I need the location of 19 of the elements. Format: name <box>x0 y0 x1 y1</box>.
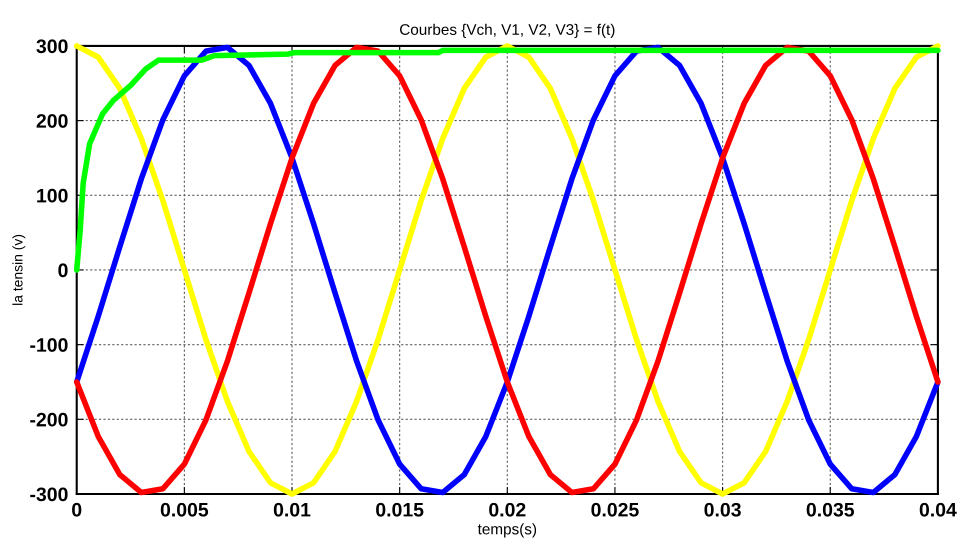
x-tick-label: 0.01 <box>274 502 310 517</box>
x-tick-label: 0.015 <box>376 502 424 517</box>
chart-title: Courbes {Vch, V1, V2, V3} = f(t) <box>400 24 614 38</box>
y-axis-title: la tensin (v) <box>12 234 26 305</box>
y-tick-label: -300 <box>30 487 68 502</box>
x-tick-label: 0 <box>72 502 82 517</box>
y-tick-label: 0 <box>58 263 68 278</box>
y-tick-label: 300 <box>36 39 68 54</box>
x-tick-label: 0.035 <box>806 502 854 517</box>
y-tick-label: -100 <box>30 338 68 352</box>
x-tick-label: 0.005 <box>160 502 208 517</box>
x-tick-label: 0.03 <box>704 502 741 517</box>
x-tick-label: 0.04 <box>920 502 957 517</box>
y-tick-label: -200 <box>30 412 68 427</box>
x-axis-title: temps(s) <box>478 523 536 538</box>
y-tick-label: 100 <box>37 188 68 203</box>
x-tick-label: 0.02 <box>489 502 526 517</box>
y-tick-label: 200 <box>36 114 68 128</box>
x-tick-label: 0.025 <box>591 502 639 517</box>
